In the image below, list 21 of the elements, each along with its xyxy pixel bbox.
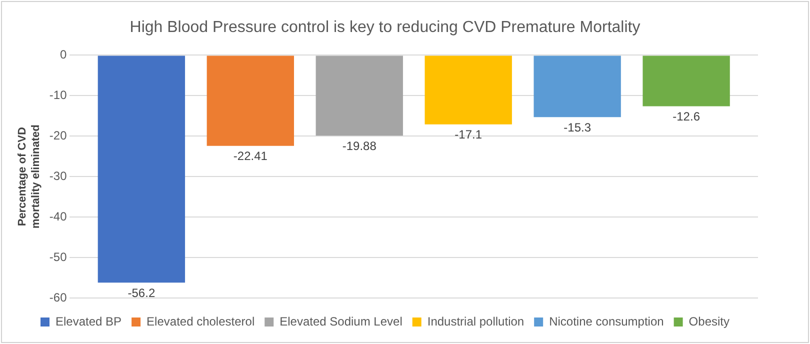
chart-title: High Blood Pressure control is key to reducing CVD Premature Mortality bbox=[130, 19, 640, 36]
data-label: -22.41 bbox=[233, 149, 268, 164]
legend-label: Obesity bbox=[688, 314, 730, 328]
y-tick-label: -20 bbox=[49, 128, 68, 142]
y-tick-label: -50 bbox=[49, 250, 68, 264]
y-tick-label: 0 bbox=[60, 48, 68, 62]
y-tick-label: -30 bbox=[49, 168, 68, 183]
legend-label: Elevated cholesterol bbox=[146, 314, 255, 328]
legend-label: Nicotine consumption bbox=[549, 314, 664, 328]
legend-label: Elevated Sodium Level bbox=[280, 314, 402, 328]
y-tick-label: -60 bbox=[49, 290, 68, 304]
y-tick-label: -10 bbox=[49, 88, 68, 102]
legend-label: Elevated BP bbox=[56, 314, 122, 328]
data-label: -12.6 bbox=[672, 110, 700, 124]
y-axis-title: Percentage of CVD mortality eliminated bbox=[16, 124, 42, 229]
data-label: -15.3 bbox=[564, 120, 592, 134]
y-tick-label: -40 bbox=[49, 209, 68, 224]
legend-label: Industrial pollution bbox=[427, 314, 524, 328]
data-label: -17.1 bbox=[454, 128, 482, 142]
data-label: -19.88 bbox=[342, 138, 377, 153]
data-label: -56.2 bbox=[128, 286, 156, 300]
